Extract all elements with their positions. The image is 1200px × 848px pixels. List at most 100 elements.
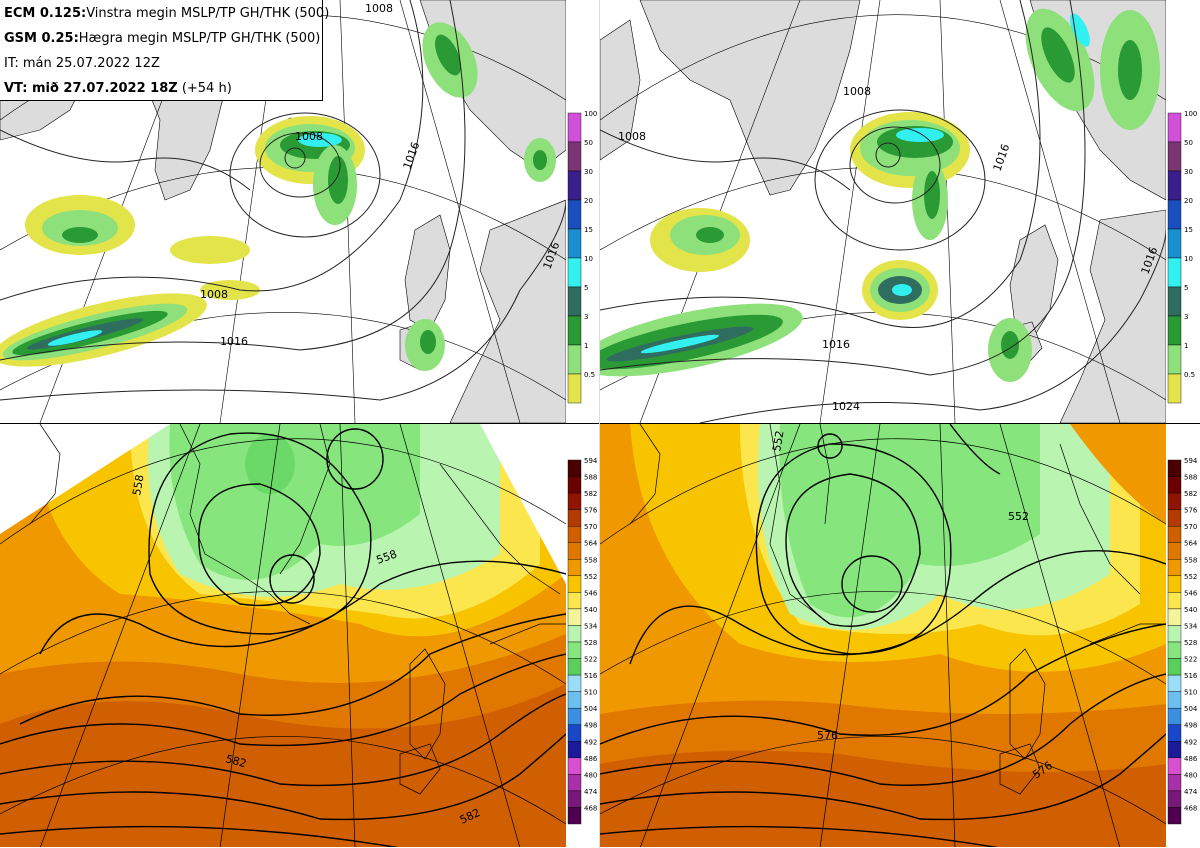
colorbar-swatch [567, 674, 582, 692]
colorbar-swatch [567, 774, 582, 792]
isobar-label: 1008 [365, 2, 393, 15]
colorbar-swatch [1167, 790, 1182, 808]
colorbar-label: 522 [1184, 656, 1197, 664]
colorbar-label: 558 [584, 556, 597, 564]
gh-label: 576 [817, 729, 838, 742]
colorbar-label: 480 [1184, 771, 1197, 779]
colorbar-swatch [1167, 625, 1182, 643]
colorbar-label: 0.5 [584, 371, 595, 379]
colorbar-swatch [1167, 707, 1182, 725]
isobar-label: 1016 [401, 140, 423, 171]
colorbar-swatch [1167, 525, 1182, 543]
colorbar-label: 582 [1184, 490, 1197, 498]
colorbar-label: 5 [1184, 284, 1188, 292]
colorbar-swatch [1167, 492, 1182, 510]
colorbar-label: 5 [584, 284, 588, 292]
colorbar-swatch [1167, 170, 1182, 201]
colorbar-swatch [567, 257, 582, 288]
colorbar-label: 486 [1184, 755, 1198, 763]
colorbar-label: 3 [584, 313, 588, 321]
thickness-colorbar-right: 594 588 582 576 570 564 558 552 546 540 534 528 522 5… [1166, 424, 1200, 848]
colorbar-swatch [567, 315, 582, 346]
colorbar-swatch [1167, 724, 1182, 742]
colorbar-swatch [1167, 542, 1182, 560]
colorbar-label: 504 [1184, 705, 1198, 713]
isobar-label: 1008 [843, 85, 871, 98]
colorbar-swatch [1167, 658, 1182, 676]
colorbar-swatch [567, 741, 582, 759]
colorbar-swatch [1167, 199, 1182, 230]
colorbar-swatch [567, 592, 582, 610]
colorbar-swatch [567, 707, 582, 725]
gh-label: 552 [770, 430, 786, 453]
colorbar-label: 582 [584, 490, 597, 498]
colorbar-swatch [567, 559, 582, 577]
colorbar-swatch [1167, 741, 1182, 759]
gsm-mslp-precip-map: 1008 1008 1016 1016 1016 1024 [600, 0, 1166, 423]
colorbar-swatch [567, 199, 582, 230]
colorbar-swatch [567, 476, 582, 494]
colorbar-label: 468 [584, 804, 597, 812]
colorbar-swatch [567, 542, 582, 560]
colorbar-label: 498 [584, 722, 597, 730]
forecast-info-box: ECM 0.125:Vinstra megin MSLP/TP GH/THK (… [0, 0, 329, 101]
colorbar-label: 3 [1184, 313, 1188, 321]
colorbar-swatch [1167, 592, 1182, 610]
colorbar-label: 564 [1184, 540, 1198, 548]
colorbar-label: 30 [584, 168, 593, 176]
colorbar-swatch [1167, 641, 1182, 659]
gh-label: 558 [130, 474, 146, 497]
isobar-label: 1008 [295, 130, 323, 143]
colorbar-label: 528 [1184, 639, 1197, 647]
colorbar-swatch [1167, 608, 1182, 626]
colorbar-swatch [1167, 459, 1182, 477]
colorbar-label: 540 [584, 606, 597, 614]
colorbar-label: 50 [1184, 139, 1193, 147]
colorbar-label: 30 [1184, 168, 1193, 176]
colorbar-swatch [567, 525, 582, 543]
colorbar-swatch [567, 790, 582, 808]
colorbar-swatch [1167, 373, 1182, 404]
ecm-description: Vinstra megin MSLP/TP GH/THK (500) [86, 6, 330, 21]
colorbar-label: 534 [584, 622, 598, 630]
colorbar-swatch [1167, 315, 1182, 346]
gh-label: 582 [224, 752, 248, 770]
isobar-label: 1016 [991, 142, 1013, 173]
colorbar-label: 468 [1184, 804, 1197, 812]
colorbar-label: 576 [584, 507, 598, 515]
colorbar-label: 594 [1184, 457, 1198, 465]
colorbar-label: 528 [584, 639, 597, 647]
vertical-divider [599, 0, 600, 848]
colorbar-swatch [1167, 807, 1182, 825]
colorbar-label: 588 [584, 474, 597, 482]
colorbar-label: 552 [584, 573, 597, 581]
initial-time: IT: mán 25.07.2022 12Z [4, 56, 160, 71]
colorbar-swatch [1167, 774, 1182, 792]
gsm-description: Hægra megin MSLP/TP GH/THK (500) [78, 31, 321, 46]
colorbar-label: 498 [1184, 722, 1197, 730]
colorbar-label: 504 [584, 705, 598, 713]
colorbar-swatch [1167, 691, 1182, 709]
colorbar-swatch [567, 492, 582, 510]
colorbar-label: 546 [1184, 589, 1198, 597]
colorbar-swatch [567, 344, 582, 375]
colorbar-swatch [1167, 757, 1182, 775]
colorbar-swatch [1167, 112, 1182, 143]
precip-colorbar-right: 100 50 30 20 15 10 5 3 1 0.5 [1166, 0, 1200, 424]
colorbar-label: 510 [584, 689, 597, 697]
colorbar-label: 10 [584, 255, 593, 263]
isobar-label: 1016 [822, 338, 850, 351]
gh-label: 552 [1008, 510, 1029, 523]
colorbar-swatch [567, 724, 582, 742]
isobar-label: 1008 [200, 288, 228, 301]
colorbar-swatch [1167, 476, 1182, 494]
colorbar-swatch [567, 373, 582, 404]
isobar-label: 1016 [220, 335, 248, 348]
colorbar-label: 492 [584, 738, 597, 746]
colorbar-swatch [1167, 575, 1182, 593]
thickness-colorbar-left: 594 588 582 576 570 564 558 552 546 540 534 528 522 5… [566, 424, 600, 848]
colorbar-swatch [567, 112, 582, 143]
colorbar-swatch [567, 807, 582, 825]
colorbar-label: 480 [584, 771, 597, 779]
colorbar-label: 1 [1184, 342, 1188, 350]
